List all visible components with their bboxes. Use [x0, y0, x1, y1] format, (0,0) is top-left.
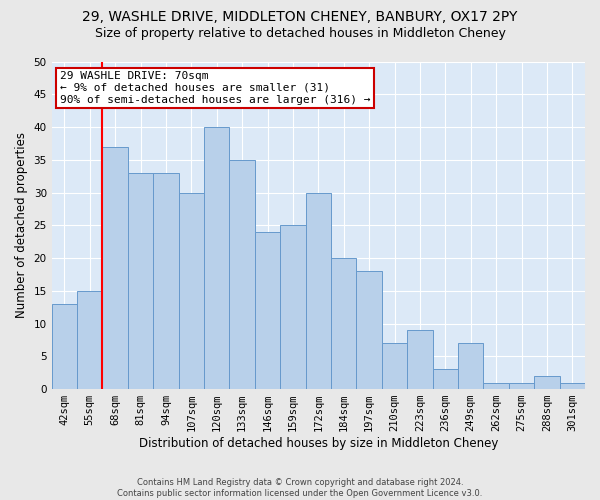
Bar: [204, 127, 229, 389]
Bar: [484, 382, 509, 389]
Bar: [356, 271, 382, 389]
X-axis label: Distribution of detached houses by size in Middleton Cheney: Distribution of detached houses by size …: [139, 437, 498, 450]
Bar: [433, 370, 458, 389]
Bar: [229, 160, 255, 389]
Y-axis label: Number of detached properties: Number of detached properties: [15, 132, 28, 318]
Bar: [153, 173, 179, 389]
Text: Contains HM Land Registry data © Crown copyright and database right 2024.
Contai: Contains HM Land Registry data © Crown c…: [118, 478, 482, 498]
Bar: [280, 226, 305, 389]
Bar: [52, 304, 77, 389]
Bar: [305, 192, 331, 389]
Bar: [534, 376, 560, 389]
Bar: [331, 258, 356, 389]
Text: 29, WASHLE DRIVE, MIDDLETON CHENEY, BANBURY, OX17 2PY: 29, WASHLE DRIVE, MIDDLETON CHENEY, BANB…: [82, 10, 518, 24]
Bar: [103, 146, 128, 389]
Bar: [255, 232, 280, 389]
Bar: [407, 330, 433, 389]
Bar: [382, 343, 407, 389]
Bar: [560, 382, 585, 389]
Bar: [509, 382, 534, 389]
Bar: [458, 343, 484, 389]
Text: 29 WASHLE DRIVE: 70sqm
← 9% of detached houses are smaller (31)
90% of semi-deta: 29 WASHLE DRIVE: 70sqm ← 9% of detached …: [59, 72, 370, 104]
Bar: [77, 291, 103, 389]
Text: Size of property relative to detached houses in Middleton Cheney: Size of property relative to detached ho…: [95, 28, 505, 40]
Bar: [128, 173, 153, 389]
Bar: [179, 192, 204, 389]
